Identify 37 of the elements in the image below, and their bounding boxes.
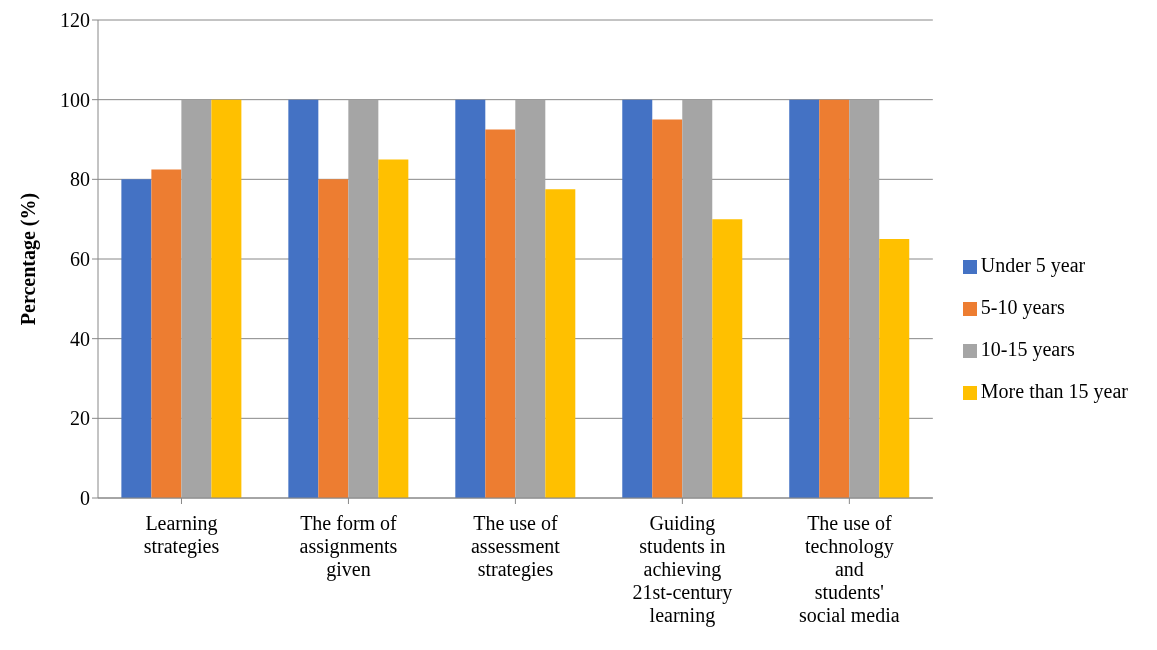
bar [682, 99, 713, 498]
bar [819, 99, 850, 498]
x-tick-label: The use of assessment strategies [470, 512, 561, 581]
legend-label: 5-10 years [980, 296, 1065, 318]
bar [455, 99, 486, 498]
x-tick-label: The form of assignments given [299, 512, 398, 581]
bar [348, 99, 379, 498]
bar [622, 99, 653, 498]
bar [652, 119, 683, 498]
y-tick-label: 40 [70, 327, 90, 350]
bar [485, 129, 516, 498]
bar [515, 99, 546, 498]
bar [378, 159, 409, 498]
bar [151, 169, 182, 498]
bar [879, 239, 910, 498]
x-tick-label: Learning strategies [143, 512, 220, 558]
bar [545, 189, 576, 498]
legend-label: 10-15 years [980, 338, 1075, 360]
x-tick-label: Guiding students in achieving 21st-century learning [632, 512, 733, 627]
x-tick-label: The use of technology and students' social media [799, 512, 900, 626]
bar [288, 99, 319, 498]
y-tick-label: 120 [60, 9, 90, 32]
bar [712, 219, 743, 498]
bar [849, 99, 880, 498]
legend-label: More than 15 year [980, 380, 1128, 402]
bar [121, 179, 152, 498]
y-tick-label: 0 [80, 487, 90, 510]
y-tick-label: 100 [60, 88, 90, 111]
bar [318, 179, 349, 498]
y-tick-label: 60 [70, 248, 90, 271]
bar [181, 99, 212, 498]
y-tick-label: 80 [70, 168, 90, 191]
bar [789, 99, 820, 498]
y-tick-label: 20 [70, 407, 90, 430]
y-axis-title: Percentage (%) [17, 192, 41, 326]
bar [211, 99, 242, 498]
legend-label: Under 5 year [980, 254, 1086, 276]
